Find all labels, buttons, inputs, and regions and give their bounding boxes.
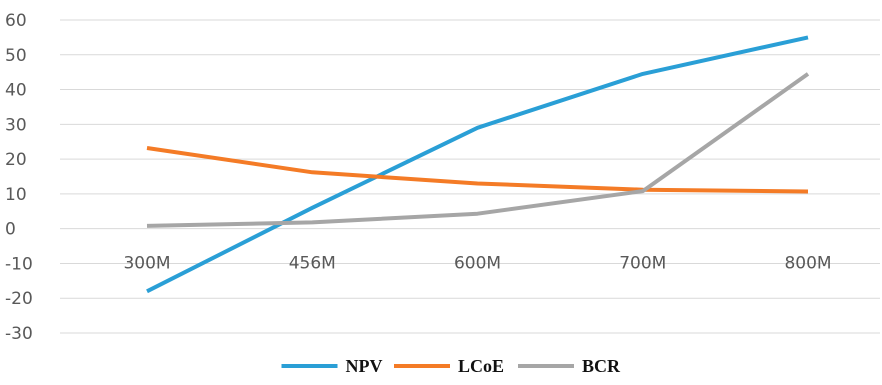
series-lines bbox=[146, 35, 810, 294]
y-tick-label: 40 bbox=[5, 81, 27, 101]
y-axis-ticks: 60 50 40 30 20 10 0 -10 -20 -30 bbox=[5, 11, 33, 344]
series-line-bcr bbox=[146, 72, 810, 228]
y-tick-label: -10 bbox=[5, 254, 33, 274]
x-tick-label: 600M bbox=[454, 254, 501, 274]
series-line-lcoe bbox=[146, 146, 809, 194]
legend: NPV LCoE BCR bbox=[281, 356, 621, 376]
gridlines bbox=[60, 19, 880, 334]
x-tick-label: 300M bbox=[123, 254, 170, 274]
y-tick-label: 20 bbox=[5, 150, 27, 170]
legend-label-npv: NPV bbox=[346, 356, 383, 376]
y-tick-label: 0 bbox=[5, 220, 16, 240]
legend-label-lcoe: LCoE bbox=[458, 356, 504, 376]
legend-label-bcr: BCR bbox=[582, 356, 621, 376]
x-tick-label: 456M bbox=[289, 254, 336, 274]
y-tick-label: 30 bbox=[5, 115, 27, 135]
x-tick-label: 800M bbox=[784, 254, 831, 274]
y-tick-label: -30 bbox=[5, 324, 33, 344]
y-tick-label: 60 bbox=[5, 11, 27, 31]
series-line-npv bbox=[146, 35, 809, 294]
y-tick-label: 50 bbox=[5, 46, 27, 66]
x-axis-ticks: 300M 456M 600M 700M 800M bbox=[123, 254, 831, 274]
x-tick-label: 700M bbox=[619, 254, 666, 274]
y-tick-label: -20 bbox=[5, 289, 33, 309]
y-tick-label: 10 bbox=[5, 185, 27, 205]
